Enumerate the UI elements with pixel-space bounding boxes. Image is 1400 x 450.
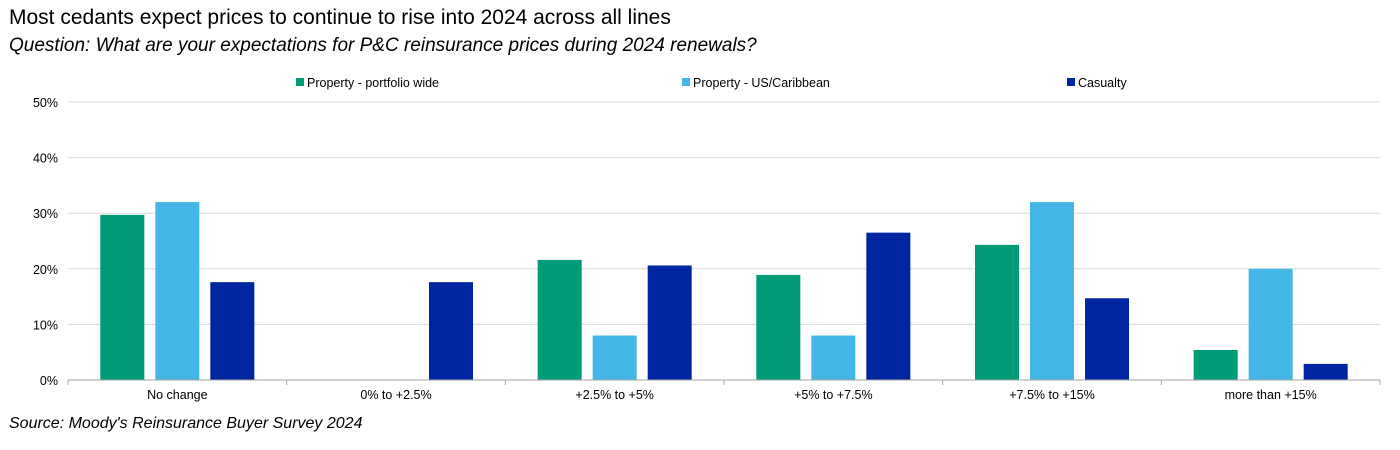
x-tick-label: +2.5% to +5%: [575, 388, 654, 402]
bar: [756, 274, 801, 380]
y-tick-label: 50%: [33, 96, 58, 110]
legend-label: Property - portfolio wide: [307, 76, 439, 90]
x-tick-label: +7.5% to +15%: [1009, 388, 1094, 402]
bar: [537, 259, 582, 380]
x-tick-label: No change: [147, 388, 208, 402]
chart-title: Most cedants expect prices to continue t…: [9, 6, 671, 29]
bar: [1193, 349, 1238, 380]
chart-subtitle: Question: What are your expectations for…: [9, 35, 757, 56]
legend-swatch: [1067, 78, 1075, 86]
bar: [647, 265, 692, 380]
bar: [1303, 363, 1348, 380]
bar: [1085, 298, 1129, 380]
y-axis-ticks: 0% 10% 20% 30% 40% 50%: [33, 96, 58, 388]
y-tick-label: 40%: [33, 152, 58, 166]
bar: [1030, 202, 1074, 380]
source-note: Source: Moody's Reinsurance Buyer Survey…: [9, 415, 363, 432]
legend-swatch: [296, 78, 304, 86]
bar-chart: 0% 10% 20% 30% 40% 50% No change 0% to +2.5% +2…: [33, 76, 1381, 402]
legend: Property - portfolio wide Property - US/C…: [296, 76, 1127, 90]
x-tick-label: +5% to +7.5%: [794, 388, 873, 402]
legend-swatch: [682, 78, 690, 86]
y-tick-label: 20%: [33, 263, 58, 277]
bar: [155, 202, 200, 380]
bar: [100, 214, 145, 380]
legend-label: Property - US/Caribbean: [693, 76, 830, 90]
x-tick-label: 0% to +2.5%: [360, 388, 431, 402]
bar: [592, 335, 637, 380]
bar: [866, 232, 911, 380]
y-tick-label: 30%: [33, 207, 58, 221]
bar: [811, 335, 856, 380]
x-axis: No change 0% to +2.5% +2.5% to +5% +5% to +…: [67, 379, 1381, 402]
bar: [1248, 268, 1293, 380]
bar: [429, 282, 473, 380]
bars: [100, 202, 1348, 380]
legend-label: Casualty: [1078, 76, 1127, 90]
x-tick-label: more than +15%: [1225, 388, 1317, 402]
bar: [210, 282, 255, 380]
gridlines: [68, 101, 1380, 325]
bar: [975, 244, 1019, 380]
y-tick-label: 0%: [40, 374, 58, 388]
y-tick-label: 10%: [33, 318, 58, 332]
